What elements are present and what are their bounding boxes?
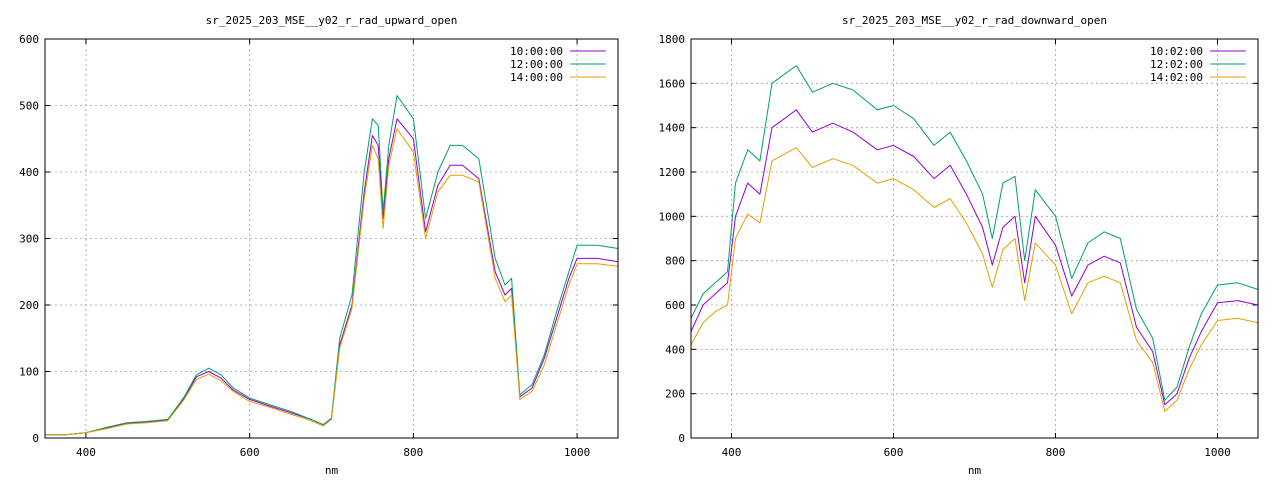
chart2-legend-label-2: 12:02:00	[1150, 58, 1203, 71]
chart2-y-tick-label: 0	[678, 432, 685, 445]
chart2-x-tick-label: 600	[884, 446, 904, 459]
chart2-series-line-2	[690, 65, 1259, 401]
chart2-y-tick-label: 400	[665, 343, 685, 356]
chart1-y-tick-label: 0	[32, 432, 39, 445]
chart1-y-tick-label: 300	[19, 233, 39, 246]
chart1-legend-label-1: 10:00:00	[510, 45, 563, 58]
chart2-series-line-3	[690, 147, 1259, 412]
chart1-x-tick-label: 400	[76, 446, 96, 459]
chart2-y-tick-label: 1800	[659, 33, 686, 46]
chart2-x-tick-label: 1000	[1204, 446, 1231, 459]
chart1-y-tick-label: 200	[19, 299, 39, 312]
chart2-y-tick-label: 1200	[659, 166, 686, 179]
chart2-series-line-1	[690, 109, 1259, 406]
chart1-y-tick-label: 500	[19, 100, 39, 113]
chart1-plot-frame	[44, 38, 619, 439]
chart1-x-tick-label: 600	[240, 446, 260, 459]
chart2-y-tick-label: 1400	[659, 122, 686, 135]
chart1-title: sr_2025_203_MSE__y02_r_rad_upward_open	[206, 14, 458, 27]
chart2-legend-label-1: 10:02:00	[1150, 45, 1203, 58]
chart1-series-line-1	[45, 118, 619, 436]
chart2-plot-frame	[690, 38, 1259, 439]
chart1-y-tick-label: 100	[19, 366, 39, 379]
chart2-legend-label-3: 14:02:00	[1150, 71, 1203, 84]
chart1-legend-label-3: 14:00:00	[510, 71, 563, 84]
chart2-y-tick-label: 200	[665, 388, 685, 401]
chart2-x-tick-label: 400	[722, 446, 742, 459]
chart2-x-tick-label: 800	[1046, 446, 1066, 459]
chart1-y-tick-label: 600	[19, 33, 39, 46]
chart2-title: sr_2025_203_MSE__y02_r_rad_downward_open	[842, 14, 1107, 27]
chart1-x-tick-label: 1000	[564, 446, 591, 459]
chart1-x-axis-label: nm	[325, 464, 339, 477]
chart2-x-axis-label: nm	[968, 464, 982, 477]
chart2-y-tick-label: 1600	[659, 77, 686, 90]
chart1-legend-label-2: 12:00:00	[510, 58, 563, 71]
chart2-y-tick-label: 800	[665, 255, 685, 268]
chart1-series-line-2	[45, 95, 619, 436]
chart1-y-tick-label: 400	[19, 166, 39, 179]
chart1-series-line-3	[45, 128, 619, 436]
chart2-y-tick-label: 1000	[659, 210, 686, 223]
chart2-y-tick-label: 600	[665, 299, 685, 312]
chart1-x-tick-label: 800	[403, 446, 423, 459]
